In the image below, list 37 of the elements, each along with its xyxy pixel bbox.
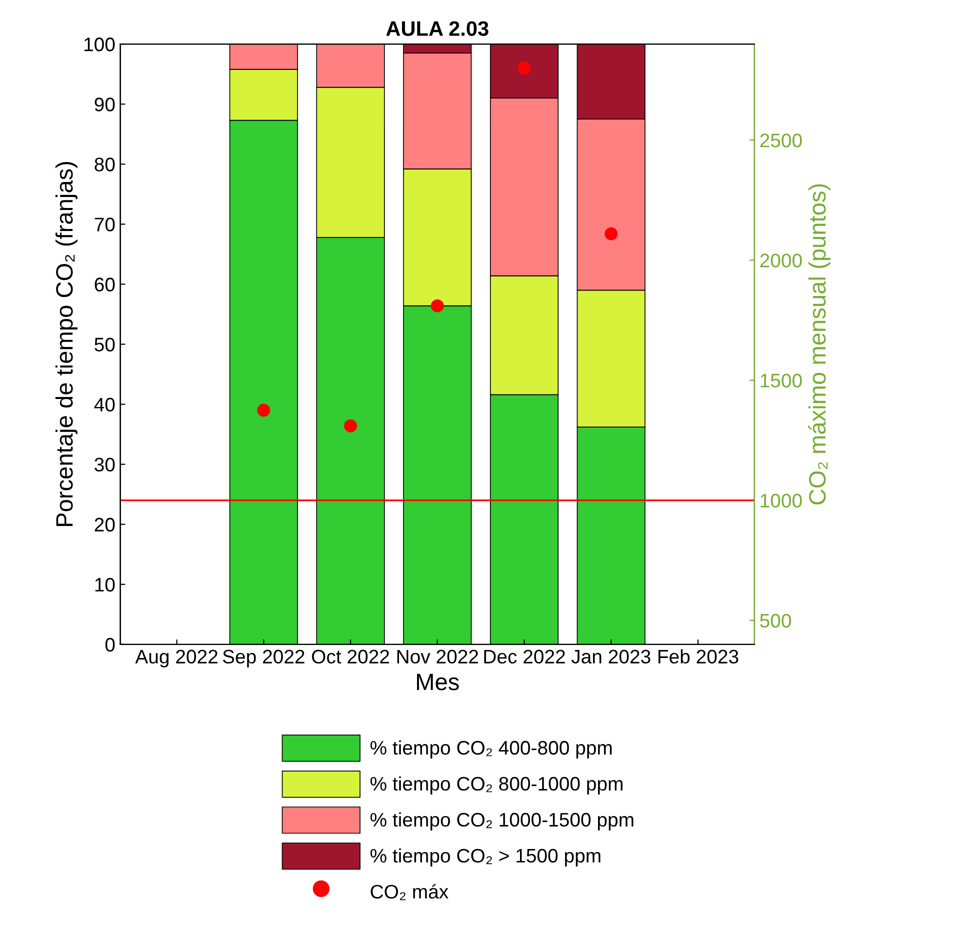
x-tick-label: Nov 2022 [397,650,478,664]
chart-title: AULA 2.03 [386,21,488,36]
legend-label: CO₂ máx [370,884,448,900]
y-tick-label: 40 [94,398,115,412]
x-tick-label: Aug 2022 [135,650,218,668]
y-tick-label: 60 [94,278,115,292]
x-tick-label: Dec 2022 [484,650,565,664]
point [344,419,358,432]
point [257,404,270,417]
y-axis-title: Porcentaje de tiempo CO₂ (franjas) [55,162,78,526]
y2-tick-label: 2000 [760,254,802,268]
y-tick-label: 20 [94,518,115,532]
point [518,62,531,75]
legend-label: % tiempo CO₂ > 1500 ppm [370,848,600,866]
point [430,299,444,312]
y2-tick-label: 1500 [760,374,802,388]
x-axis-title: Mes [417,674,459,690]
y-tick-label: 10 [95,578,115,592]
x-tick-label: Jan 2023 [571,650,650,664]
y2-tick-label: 2500 [760,134,802,148]
point [604,227,618,240]
y2-tick-label: 1000 [760,494,802,508]
x-tick-label: Oct 2022 [312,650,390,664]
y-tick-label: 90 [94,98,115,112]
y-tick-label: 70 [94,218,115,232]
y-tick-label: 100 [84,38,115,52]
y2-tick-label: 500 [760,614,791,628]
y2-axis-title: CO₂ máximo mensual (puntos) [808,184,830,504]
x-tick-label: Feb 2023 [658,649,738,664]
legend-label: % tiempo CO₂ 400-800 ppm [370,740,612,759]
legend-label: % tiempo CO₂ 800-1000 ppm [370,776,622,795]
y-tick-label: 0 [105,638,115,652]
y-tick-label: 30 [94,458,115,472]
legend-label: % tiempo CO₂ 1000-1500 ppm [370,812,634,830]
x-tick-label: Sep 2022 [222,650,304,668]
y-tick-label: 50 [94,338,115,352]
y-tick-label: 80 [94,158,115,172]
